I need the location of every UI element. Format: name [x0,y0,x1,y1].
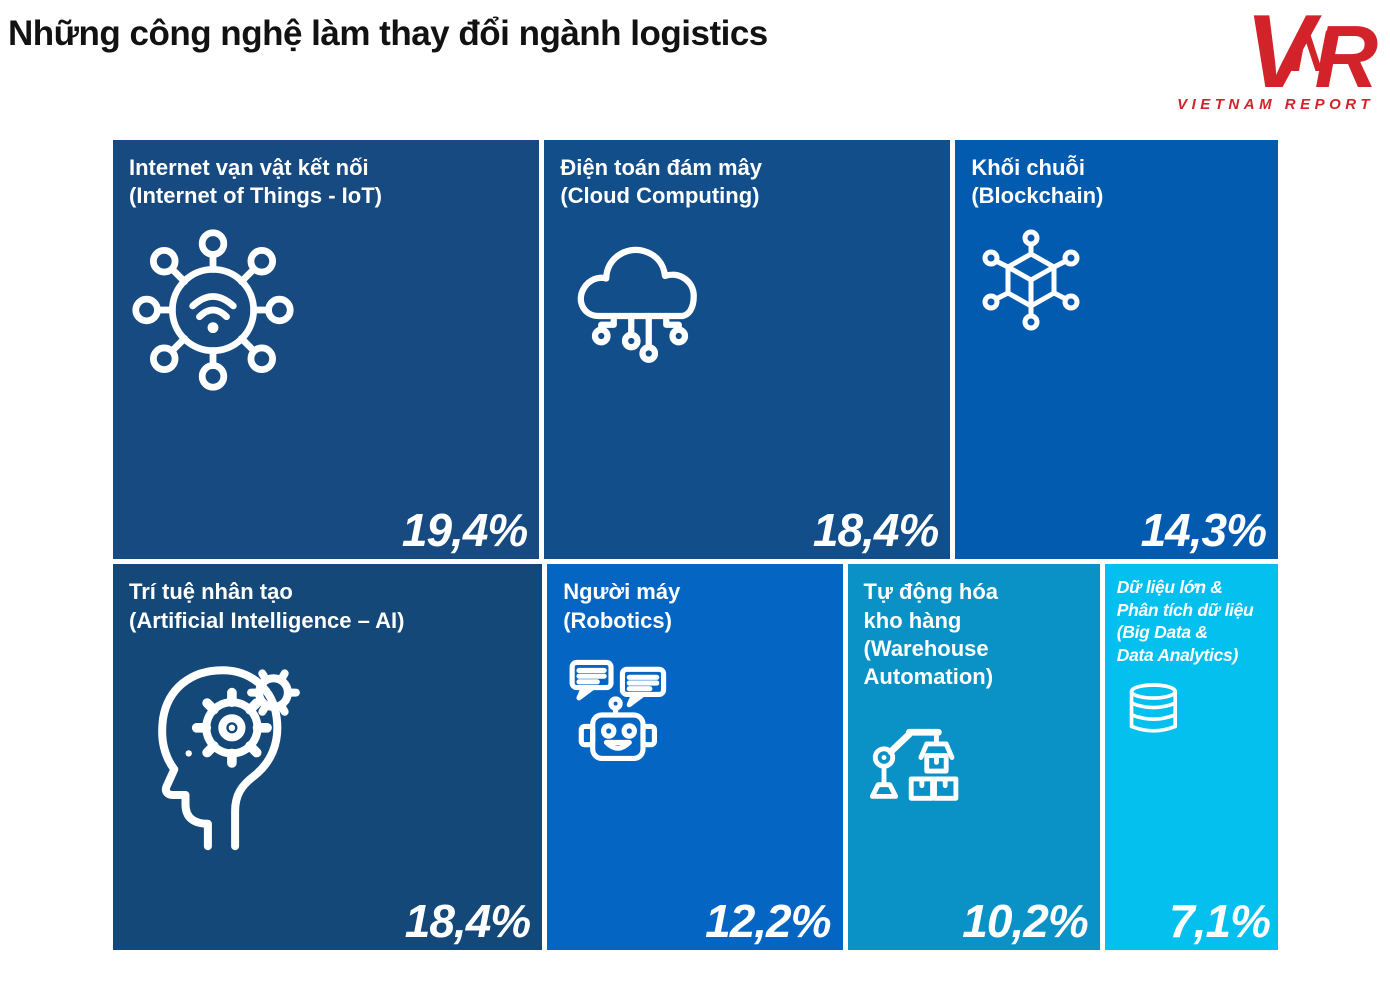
cell-value-cloud: 18,4% [812,504,939,557]
logo-letter-n: N [1290,19,1333,84]
treemap-cell-ai: Trí tuệ nhân tạo (Artificial Intelligenc… [113,564,543,950]
ai-head-icon [158,665,300,850]
cloud-computing-icon [578,247,698,364]
robot-arm-icon [869,728,958,801]
cell-value-robotics: 12,2% [705,895,831,947]
cell-value-iot: 19,4% [401,504,528,557]
treemap-cell-warehouse-automation: Tự động hóa kho hàng (Warehouse Automati… [847,564,1100,950]
database-icon [1129,683,1177,733]
vietnam-report-logo: VNR VIETNAM REPORT [1177,0,1378,113]
cell-label-iot: Internet vạn vật kết nối (Internet of Th… [129,155,382,209]
treemap-cell-iot: Internet vạn vật kết nối (Internet of Th… [113,140,540,560]
cell-label-big-data: Dữ liệu lớn & Phân tích dữ liệu (Big Dat… [1116,577,1254,665]
cell-value-warehouse-automation: 10,2% [962,895,1088,947]
treemap-cell-big-data: Dữ liệu lớn & Phân tích dữ liệu (Big Dat… [1104,564,1278,950]
treemap-row-2: Trí tuệ nhân tạo (Artificial Intelligenc… [113,564,1278,950]
cell-label-warehouse-automation: Tự động hóa kho hàng (Warehouse Automati… [863,579,999,689]
vnr-logo-mark: VNR [1177,0,1378,104]
iot-network-icon [132,229,294,391]
cell-label-robotics: Người máy (Robotics) [563,579,681,633]
cell-label-cloud: Điện toán đám mây (Cloud Computing) [560,155,763,209]
cell-value-ai: 18,4% [404,895,531,947]
robot-icon [569,659,667,761]
blockchain-icon [982,229,1080,331]
treemap-cell-blockchain: Khối chuỗi (Blockchain) 14,3% [955,140,1278,560]
treemap-chart: Internet vạn vật kết nối (Internet of Th… [113,140,1278,950]
page-title: Những công nghệ làm thay đổi ngành logis… [8,14,768,53]
cell-value-blockchain: 14,3% [1140,504,1267,557]
treemap-cell-cloud: Điện toán đám mây (Cloud Computing) 18,4… [544,140,951,560]
logo-wordmark: VIETNAM REPORT [1177,96,1374,113]
logo-letter-r: R [1314,7,1378,106]
treemap-cell-robotics: Người máy (Robotics) [547,564,843,950]
cell-label-blockchain: Khối chuỗi (Blockchain) [971,155,1104,209]
treemap-row-1: Internet vạn vật kết nối (Internet of Th… [113,140,1278,560]
cell-value-big-data: 7,1% [1169,895,1271,947]
cell-label-ai: Trí tuệ nhân tạo (Artificial Intelligenc… [129,579,405,633]
logo-letter-v: V [1245,0,1315,110]
